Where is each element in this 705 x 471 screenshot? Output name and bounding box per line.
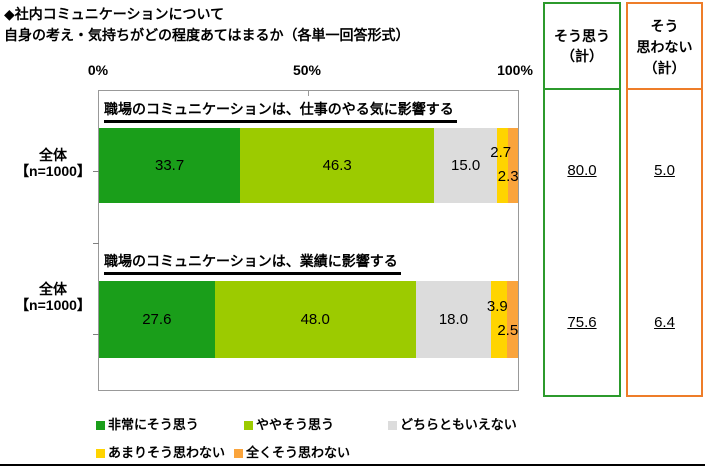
legend-label: どちらともいえない xyxy=(400,417,517,432)
legend-label: ややそう思う xyxy=(256,417,335,432)
plot-area: 職場のコミュニケーションは、仕事のやる気に影響する 33.7 46.3 15.0 職… xyxy=(93,90,519,391)
legend-item-どちらともいえない: どちらともいえない xyxy=(388,414,517,432)
agree-total-value-1: 80.0 xyxy=(567,162,597,179)
x-axis-tick-100: 100% xyxy=(497,62,533,78)
category-label-2: 全体 【n=1000】 xyxy=(15,281,91,313)
bar-segment-あまりそう思わない xyxy=(497,128,509,203)
disagree-total-header: そう 思わない （計） xyxy=(636,18,693,76)
statement-2-label: 職場のコミュニケーションは、業績に影響する xyxy=(104,252,401,275)
x-axis-tick-0: 0% xyxy=(87,62,109,78)
legend-swatch-icon xyxy=(244,421,253,430)
disagree-column-divider xyxy=(628,88,701,90)
segment-value-label-outside: 2.7 xyxy=(490,143,512,161)
bar-segment-非常にそう思う: 33.7 xyxy=(99,128,241,203)
bar-segment-どちらともいえない: 15.0 xyxy=(434,128,498,203)
stacked-bar-1: 33.7 46.3 15.0 xyxy=(99,128,518,203)
bar-segment-全くそう思わない xyxy=(508,128,518,203)
segment-value-label-outside: 2.3 xyxy=(497,167,519,185)
segment-value-label: 15.0 xyxy=(450,157,481,174)
category-axis-tick xyxy=(93,171,99,172)
bar-segment-全くそう思わない xyxy=(507,281,518,358)
category-label-1: 全体 【n=1000】 xyxy=(15,147,91,179)
axis-tick-50pct xyxy=(308,91,309,96)
disagree-total-column: そう 思わない （計） 5.0 6.4 xyxy=(626,2,703,397)
legend-item-全くそう思わない: 全くそう思わない xyxy=(234,442,351,460)
category-axis-tick xyxy=(93,334,99,335)
bar-segment-ややそう思う: 46.3 xyxy=(240,128,435,203)
agree-total-column: そう思う （計） 80.0 75.6 xyxy=(543,2,621,397)
bar-segment-非常にそう思う: 27.6 xyxy=(99,281,215,358)
stacked-bar-2: 27.6 48.0 18.0 xyxy=(99,281,518,358)
legend-item-非常にそう思う: 非常にそう思う xyxy=(96,414,199,432)
statement-1-label: 職場のコミュニケーションは、仕事のやる気に影響する xyxy=(104,100,457,123)
legend-swatch-icon xyxy=(234,449,243,458)
disagree-total-value-2: 6.4 xyxy=(654,314,675,331)
legend-label: 全くそう思わない xyxy=(246,445,351,460)
page-title: ◆社内コミュニケーションについて 自身の考え・気持ちがどの程度あてはまるか（各単… xyxy=(4,4,409,46)
segment-value-label: 33.7 xyxy=(154,157,185,174)
agree-total-header: そう思う （計） xyxy=(554,28,610,64)
segment-value-label: 27.6 xyxy=(142,311,172,328)
page-title-line2: 自身の考え・気持ちがどの程度あてはまるか（各単一回答形式） xyxy=(4,27,410,43)
legend-label: 非常にそう思う xyxy=(108,417,199,432)
x-axis-tick-50: 50% xyxy=(292,62,322,78)
legend-swatch-icon xyxy=(388,421,397,430)
segment-value-label: 46.3 xyxy=(322,157,352,174)
legend-item-ややそう思う: ややそう思う xyxy=(244,414,335,432)
category-axis-tick xyxy=(93,243,99,244)
segment-value-label: 18.0 xyxy=(438,311,469,328)
bottom-divider-line xyxy=(0,464,705,466)
bar-segment-あまりそう思わない xyxy=(491,281,508,358)
segment-value-label: 48.0 xyxy=(300,311,330,328)
legend-swatch-icon xyxy=(96,449,105,458)
legend-item-あまりそう思わない: あまりそう思わない xyxy=(96,442,226,460)
legend-swatch-icon xyxy=(96,421,105,430)
disagree-total-value-1: 5.0 xyxy=(654,162,675,179)
legend-label: あまりそう思わない xyxy=(108,445,226,460)
segment-value-label-outside: 2.5 xyxy=(497,321,519,339)
page-title-line1: ◆社内コミュニケーションについて xyxy=(4,6,225,22)
segment-value-label-outside: 3.9 xyxy=(486,297,508,315)
bar-segment-ややそう思う: 48.0 xyxy=(214,281,416,358)
agree-column-divider xyxy=(545,88,619,90)
bar-segment-どちらともいえない: 18.0 xyxy=(415,281,492,358)
agree-total-value-2: 75.6 xyxy=(567,314,597,331)
